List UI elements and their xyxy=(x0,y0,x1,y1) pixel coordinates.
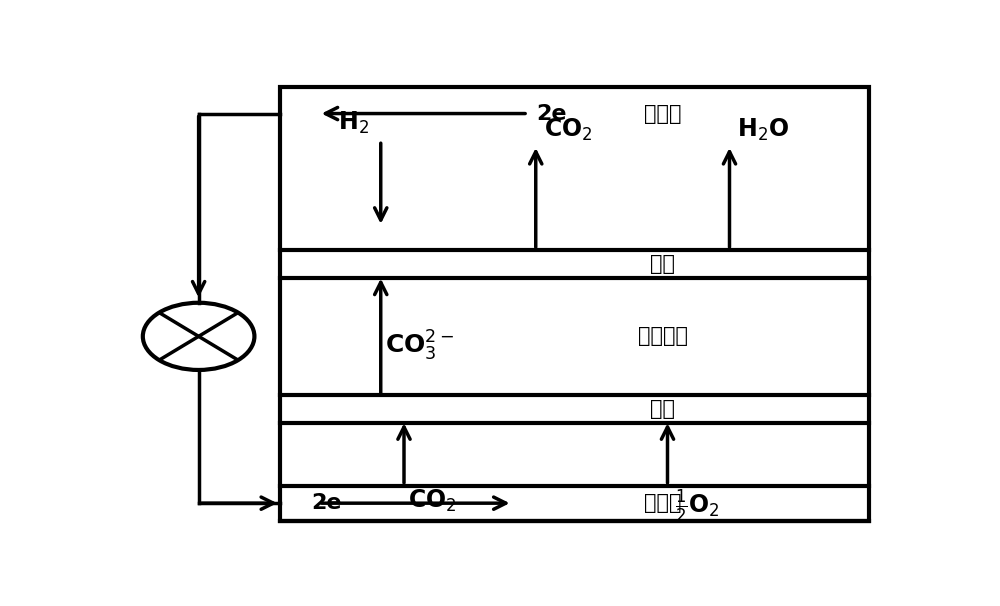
Text: 2e: 2e xyxy=(311,493,342,513)
Text: CO$_2$: CO$_2$ xyxy=(544,116,592,142)
Text: 2e: 2e xyxy=(536,104,566,124)
Text: H$_2$: H$_2$ xyxy=(338,110,369,136)
Text: 上隔板: 上隔板 xyxy=(644,104,682,124)
Bar xyxy=(280,87,869,521)
Text: 阴极: 阴极 xyxy=(650,399,675,419)
Text: $\frac{1}{2}$O$_2$: $\frac{1}{2}$O$_2$ xyxy=(675,488,720,525)
Text: 阳极: 阳极 xyxy=(650,254,675,274)
Text: 下隔板: 下隔板 xyxy=(644,493,682,513)
Text: H$_2$O: H$_2$O xyxy=(737,116,789,142)
Text: CO$_3^{2-}$: CO$_3^{2-}$ xyxy=(385,328,454,363)
Text: CO$_2$: CO$_2$ xyxy=(408,488,456,514)
Text: 电解质板: 电解质板 xyxy=(638,327,688,347)
